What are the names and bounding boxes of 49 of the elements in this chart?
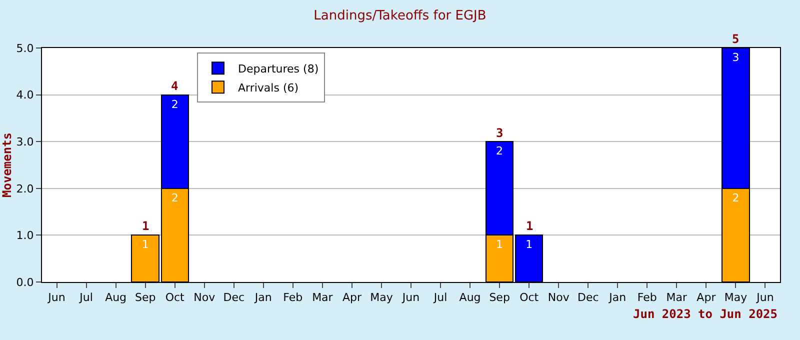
- x-tick-label: Jun: [756, 291, 774, 304]
- text: Jun 2023 to Jun 2025: [633, 307, 778, 321]
- x-tick-label: Mar: [312, 291, 334, 304]
- y-axis-title: Movements: [0, 132, 14, 198]
- x-tick-label: Mar: [666, 291, 688, 304]
- x-tick-label: Dec: [577, 291, 599, 304]
- data-label: 2: [732, 191, 740, 204]
- x-tick-label: Nov: [194, 291, 216, 304]
- y-tick-label: 5.0: [16, 42, 34, 55]
- x-tick-label: Jan: [608, 291, 626, 304]
- x-tick-label: Oct: [520, 291, 540, 304]
- x-tick-label: Feb: [283, 291, 303, 304]
- data-label: 1: [526, 238, 533, 252]
- x-tick-label: Oct: [165, 291, 186, 304]
- x-tick-label: Jan: [254, 291, 272, 304]
- x-tick-label: Apr: [342, 291, 362, 304]
- x-tick-label: Jul: [78, 291, 93, 304]
- x-tick-label: Nov: [548, 291, 570, 304]
- total-label: 4: [171, 79, 178, 93]
- x-tick-label: Apr: [696, 291, 716, 304]
- x-tick-label: Jul: [432, 291, 448, 304]
- total-label: 1: [142, 219, 150, 233]
- data-label: 1: [142, 238, 149, 252]
- y-tick-label: 0.0: [16, 276, 34, 289]
- x-tick-label: Sep: [134, 291, 156, 304]
- x-tick-label: Feb: [637, 291, 657, 304]
- total-label: 1: [526, 219, 534, 233]
- data-label: 3: [732, 51, 740, 64]
- data-label: 2: [171, 98, 178, 111]
- x-tick-label: May: [370, 291, 394, 304]
- y-tick-label: 1.0: [16, 229, 34, 242]
- legend-label: Arrivals (6): [238, 81, 299, 94]
- x-tick-label: Aug: [105, 291, 127, 304]
- total-label: 3: [496, 126, 504, 140]
- y-tick-label: 2.0: [16, 182, 34, 196]
- y-tick-label: 3.0: [16, 135, 34, 148]
- x-tick-label: May: [724, 291, 748, 304]
- legend-label: Departures (8): [238, 62, 319, 76]
- x-tick-label: Jun: [401, 291, 420, 304]
- chart-title: Landings/Takeoffs for EGJB: [314, 8, 486, 24]
- data-label: 2: [171, 191, 178, 204]
- x-tick-label: Sep: [489, 291, 510, 304]
- x-tick-label: Aug: [459, 291, 481, 304]
- x-tick-label: Jun: [47, 291, 66, 304]
- total-label: 5: [732, 32, 740, 46]
- data-label: 1: [496, 238, 504, 252]
- data-label: 2: [496, 144, 504, 158]
- y-tick-label: 4.0: [16, 88, 34, 102]
- x-tick-label: Dec: [223, 291, 245, 304]
